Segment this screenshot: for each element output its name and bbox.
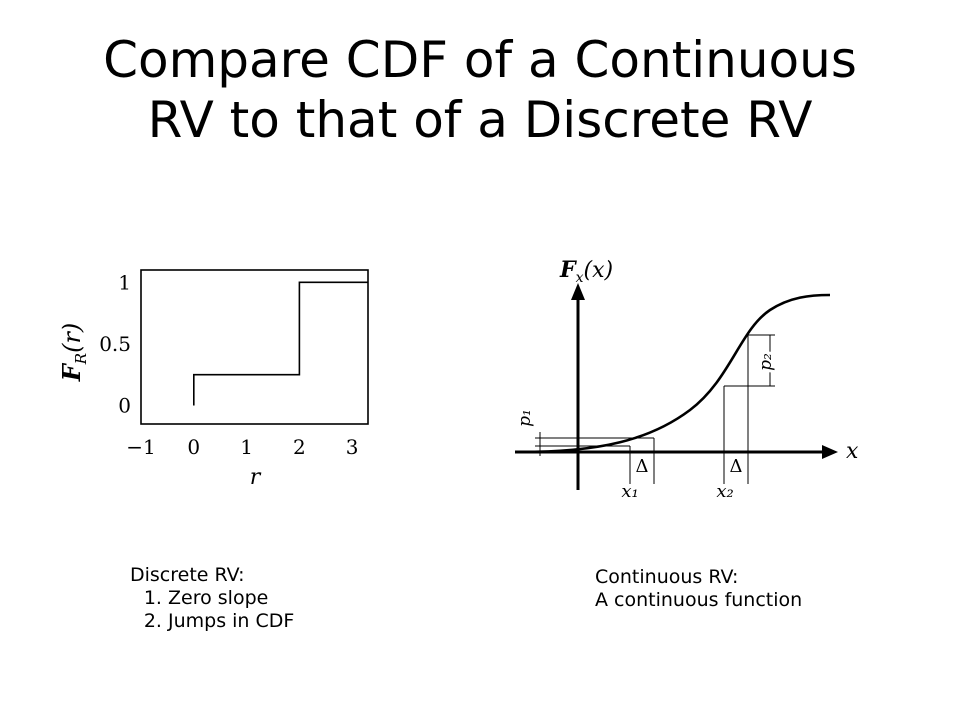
continuous-note-line: A continuous function	[595, 589, 803, 611]
discrete-note-item-1: Zero slope	[168, 587, 430, 610]
discrete-x-tick-1: 0	[187, 435, 200, 459]
continuous-cdf-curve	[519, 293, 831, 454]
discrete-x-tick-2: 1	[240, 435, 253, 459]
discrete-plot-frame	[140, 269, 369, 425]
x1-marker: x₁	[621, 481, 638, 502]
discrete-y-tick-0: 0	[118, 394, 131, 418]
svg-text:FR(r): FR(r)	[57, 323, 90, 383]
discrete-note-item-2: Jumps in CDF	[168, 610, 430, 633]
discrete-x-tick-4: 3	[346, 435, 359, 459]
discrete-note-heading: Discrete RV:	[130, 564, 245, 586]
delta-label-2: Δ	[730, 456, 743, 477]
delta-label-1: Δ	[636, 456, 649, 477]
discrete-x-tick-3: 2	[293, 435, 306, 459]
x2-marker: x₂	[716, 481, 733, 502]
p2-label: p₂	[756, 353, 776, 371]
discrete-cdf-chart: −1 0 1 2 3 0 0.5 1 r FR(r)	[57, 269, 369, 490]
slide-title: Compare CDF of a Continuous RV to that o…	[0, 30, 960, 150]
discrete-note: Discrete RV: Zero slope Jumps in CDF	[130, 564, 430, 633]
discrete-cdf-step-line	[193, 281, 368, 406]
discrete-y-tick-2: 1	[118, 270, 131, 294]
title-line-2: RV to that of a Discrete RV	[147, 91, 813, 149]
discrete-note-list: Zero slope Jumps in CDF	[130, 587, 430, 633]
y-axis-arrowhead	[571, 283, 585, 300]
discrete-y-axis-label: FR(r)	[57, 323, 90, 383]
p1-label: p₁	[515, 409, 535, 427]
x-axis-arrowhead	[822, 445, 838, 459]
discrete-x-tick-0: −1	[126, 435, 155, 459]
title-line-1: Compare CDF of a Continuous	[103, 31, 857, 89]
continuous-cdf-chart: Fx(x) x Δ Δ x₁ x₂ p₁ p₂	[515, 257, 859, 502]
continuous-x-axis-label: x	[846, 439, 859, 464]
discrete-x-axis-label: r	[250, 465, 262, 490]
continuous-note: Continuous RV: A continuous function	[595, 566, 915, 612]
continuous-y-axis-label: Fx(x)	[559, 257, 613, 286]
discrete-y-tick-1: 0.5	[99, 332, 131, 356]
continuous-note-heading: Continuous RV:	[595, 566, 739, 588]
